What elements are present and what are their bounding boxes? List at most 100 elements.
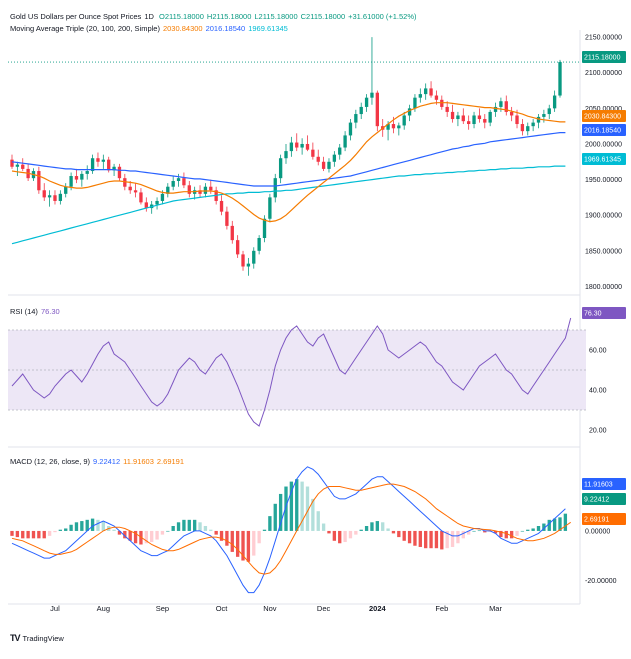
macd-legend[interactable]: MACD (12, 26, close, 9) 9.22412 11.91603 2.… — [10, 457, 187, 467]
candle — [520, 119, 525, 136]
candle-body — [321, 161, 326, 169]
time-tick-label: 2024 — [369, 604, 387, 613]
candle — [133, 183, 138, 198]
ma-legend[interactable]: Moving Average Triple (20, 100, 200, Sim… — [10, 24, 291, 34]
price-tick-label: 1950.00000 — [585, 177, 622, 184]
candle-body — [219, 200, 224, 212]
macd-badge-bg — [582, 493, 626, 505]
ma100-line — [11, 132, 566, 187]
price-pane[interactable] — [8, 37, 580, 276]
candle-body — [467, 121, 471, 125]
last-price-badge-bg — [582, 51, 626, 63]
candle — [257, 235, 261, 255]
rsi-pane[interactable] — [8, 317, 586, 427]
candle-body — [139, 192, 143, 203]
ma200-value: 1969.61345 — [248, 24, 288, 33]
rsi-legend[interactable]: RSI (14) 76.30 — [10, 307, 63, 317]
candle-body — [90, 158, 95, 172]
ma100-badge: 2016.18540 — [582, 124, 626, 136]
candle-body — [316, 156, 320, 162]
candle-body — [225, 211, 229, 226]
candle-body — [332, 154, 337, 162]
candle-body — [413, 97, 417, 109]
candle — [472, 111, 476, 129]
tradingview-logo[interactable]: TV TradingView — [10, 633, 64, 643]
macd-badge-text: 9.22412 — [584, 497, 609, 504]
histogram-bar — [235, 530, 240, 557]
candle — [338, 143, 342, 160]
candle — [445, 101, 449, 117]
histogram-badge-bg — [582, 513, 626, 525]
signal-badge-bg — [582, 478, 626, 490]
histogram-bar — [338, 530, 342, 544]
candle — [467, 115, 471, 130]
macd-pane[interactable] — [10, 466, 571, 594]
ohlc-open: O2115.18000 — [159, 12, 204, 21]
price-tick-label: 2050.00000 — [585, 106, 622, 113]
price-axis[interactable]: 2150.00000 2100.00000 2050.00000 2000.00000… — [582, 35, 626, 585]
ma20-badge-bg — [582, 110, 626, 122]
histogram-bar — [332, 530, 337, 541]
candle-body — [472, 115, 476, 125]
candle — [96, 152, 100, 167]
histogram-bar — [381, 522, 385, 531]
rsi-badge-text: 76.30 — [584, 311, 602, 318]
candle — [375, 90, 379, 132]
candle-body — [477, 115, 482, 120]
candle — [348, 119, 353, 141]
candle-body — [456, 115, 460, 120]
candle-body — [160, 193, 165, 201]
candle — [493, 102, 498, 117]
candle — [483, 114, 487, 129]
histogram-bar — [198, 522, 202, 531]
histogram-bar — [187, 519, 191, 531]
candle — [187, 181, 191, 198]
candle — [166, 183, 170, 198]
histogram-bar — [252, 530, 256, 556]
histogram-bar — [397, 530, 401, 538]
histogram-bar — [295, 479, 299, 531]
candle — [101, 154, 105, 169]
candle-body — [542, 114, 546, 117]
interval-label[interactable]: 1D — [144, 12, 154, 21]
candle-body — [112, 166, 116, 171]
ma200-badge-bg — [582, 153, 626, 165]
candle-body — [359, 106, 363, 115]
histogram-bar — [193, 519, 197, 531]
histogram-bar — [552, 518, 557, 531]
candle — [182, 172, 186, 189]
candle-body — [509, 111, 514, 116]
candle-body — [375, 92, 379, 127]
candle-body — [424, 88, 428, 95]
candle — [252, 247, 256, 269]
histogram-bar — [144, 530, 148, 544]
candle — [15, 161, 20, 177]
histogram-bar — [133, 530, 138, 544]
candle — [316, 149, 320, 166]
candle-body — [37, 171, 41, 191]
candle-body — [246, 263, 251, 267]
candle-body — [166, 186, 170, 194]
time-tick-label: Mar — [489, 604, 502, 613]
candle — [488, 109, 492, 127]
ohlc-change: +31.61000 (+1.52%) — [348, 12, 417, 21]
histogram-bar — [499, 530, 503, 538]
histogram-bar — [467, 530, 471, 535]
histogram-bar — [348, 530, 353, 539]
candle-body — [176, 178, 181, 182]
histogram-bar — [69, 524, 73, 531]
candle — [171, 176, 175, 191]
candle-body — [85, 171, 89, 174]
candle — [80, 171, 84, 187]
symbol-title[interactable]: Gold US Dollars per Ounce Spot Prices — [10, 12, 142, 21]
time-axis[interactable]: Jul Aug Sep Oct Nov Dec 2024 Feb Mar — [50, 604, 502, 613]
histogram-bar — [558, 517, 562, 531]
histogram-bar — [171, 526, 175, 531]
candle — [117, 163, 122, 182]
histogram-bar — [300, 481, 304, 531]
rsi-badge: 76.30 — [582, 307, 626, 319]
candle — [74, 168, 79, 184]
candle — [429, 81, 433, 98]
candle-body — [536, 116, 541, 123]
